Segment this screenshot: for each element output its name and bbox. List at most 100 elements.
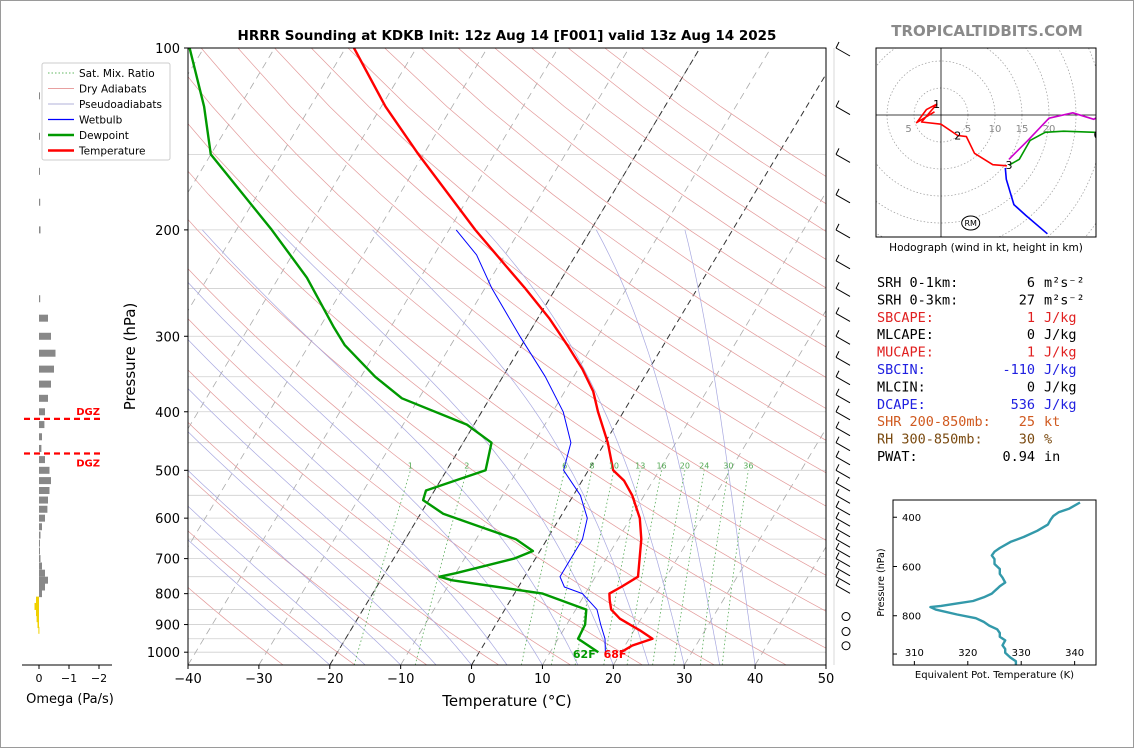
wind-barb (835, 561, 851, 577)
omega-tick-label: −1 (61, 672, 77, 685)
index-unit: J/kg (1044, 327, 1077, 343)
wind-barb (835, 552, 851, 568)
wind-barb (835, 421, 851, 437)
isotherm-line (188, 48, 559, 665)
wind-barb (835, 351, 851, 366)
index-row: MLCAPE: 0 J/kg (877, 327, 1077, 343)
calm-wind-circle (841, 641, 851, 651)
omega-bar (39, 547, 40, 555)
mixing-ratio-line (353, 470, 411, 665)
pseudoadiabat-line (188, 281, 543, 665)
index-label: SRH 0-3km: (877, 292, 958, 308)
omega-bar (39, 394, 48, 402)
wind-barb-shaft (835, 494, 851, 504)
omega-bar (39, 295, 41, 303)
y-tick-label: 700 (155, 553, 180, 568)
wind-barb-shaft (835, 260, 851, 270)
wind-barb-flag (835, 511, 840, 519)
wind-barb-flag (835, 579, 840, 586)
wind-barb-flag (835, 188, 840, 196)
pseudoadiabat-line (188, 469, 401, 665)
y-tick-label: 100 (155, 42, 180, 57)
surface-dewpoint-label: 62F (573, 648, 596, 661)
y-tick-label: 600 (155, 512, 180, 527)
wind-barb-flag (835, 100, 840, 107)
wind-barb (835, 450, 851, 466)
wind-barb-shaft (835, 584, 851, 594)
y-tick-label: 200 (155, 224, 180, 239)
dgz-label: DGZ (76, 407, 100, 418)
legend-label: Dewpoint (79, 130, 129, 142)
omega-bar (39, 496, 48, 504)
pseudoadiabat-line (277, 229, 614, 665)
legend-label: Wetbulb (79, 115, 123, 127)
legend-label: Temperature (78, 146, 146, 158)
index-value: 27 (1019, 292, 1035, 308)
dry-adiabat-line (188, 318, 643, 665)
index-value: 0.94 (1002, 449, 1035, 465)
omega-bar (39, 349, 56, 357)
hodo-trace (1004, 167, 1048, 235)
index-unit: J/kg (1044, 345, 1077, 361)
index-row: SRH 0-1km: 6 m²s⁻² (877, 275, 1085, 291)
hodo-ring-label: 5 (905, 124, 911, 135)
skewt-panel: 1 2 6 8 10 13 16 20 24 30 36 68F 62F −40 −30 −20 −10 0 10 2… (41, 41, 851, 710)
wind-barb-flag (835, 450, 840, 458)
omega-bar (39, 92, 40, 100)
series-temperature-line (352, 48, 654, 654)
omega-bar (38, 626, 40, 634)
wind-barb-flag (835, 570, 840, 577)
theta-e-panel: 310 320 330 340 400 600 800 Equivalent Pot. Tem… (876, 499, 1097, 681)
calm-wind-circle (841, 612, 851, 622)
isotherm-line (542, 191, 826, 665)
index-label: MUCAPE: (877, 345, 934, 361)
omega-bar (39, 444, 42, 452)
index-label: DCAPE: (877, 397, 926, 413)
wind-barb-flag (835, 542, 840, 550)
wind-barb-flag (835, 405, 840, 412)
wind-barb-flag (835, 464, 840, 471)
mixing-ratio-line (699, 470, 729, 665)
index-label: MLCAPE: (877, 327, 934, 343)
theta-e-x-tick-label: 320 (958, 648, 977, 659)
index-row: RH 300-850mb: 30% (877, 432, 1052, 448)
wind-barb-shaft (835, 517, 851, 527)
hodo-frame (875, 47, 1097, 238)
omega-bar (39, 466, 50, 474)
index-label: SBCIN: (877, 362, 926, 378)
index-label: SBCAPE: (877, 310, 934, 326)
index-row: SBCAPE: 1 J/kg (877, 310, 1077, 326)
hodo-trace (915, 103, 1007, 167)
theta-e-x-axis-label: Equivalent Pot. Temperature (K) (915, 670, 1074, 681)
index-value: 1 (1027, 310, 1035, 326)
index-label: PWAT: (877, 449, 918, 465)
y-tick-label: 800 (155, 588, 180, 603)
wind-barb-flag (835, 421, 840, 428)
wind-barb-shaft (835, 313, 851, 322)
series-wetbulb-line (455, 229, 606, 653)
pseudoadiabat-line (372, 229, 650, 665)
storm-motion-label: RM (964, 219, 977, 228)
wind-barb-flag (835, 532, 840, 540)
wind-barb-shaft (835, 576, 851, 586)
watermark: TROPICALTIDBITS.COM (891, 22, 1083, 40)
dry-adiabat-line (384, 48, 826, 378)
dgz-label: DGZ (76, 459, 100, 470)
x-tick-label: 0 (467, 672, 475, 687)
wind-barb (835, 476, 851, 492)
dry-adiabat-line (188, 530, 356, 665)
pseudoadiabat-line (188, 431, 437, 665)
omega-panel: 0 −1 −2 Omega (Pa/s) DGZ DGZ (22, 92, 114, 707)
wind-barb-flag (835, 370, 840, 377)
wind-barb-shaft (835, 394, 851, 404)
omega-tick-label: −2 (91, 672, 107, 685)
dry-adiabat-line (188, 170, 826, 649)
pseudoadiabat-line (188, 388, 472, 665)
wind-barb (835, 370, 851, 386)
theta-e-y-tick-label: 600 (902, 562, 921, 573)
dry-adiabat-line (311, 48, 826, 441)
wind-barb (835, 532, 851, 548)
wind-barb-flag (835, 282, 840, 289)
index-unit: J/kg (1044, 362, 1077, 378)
